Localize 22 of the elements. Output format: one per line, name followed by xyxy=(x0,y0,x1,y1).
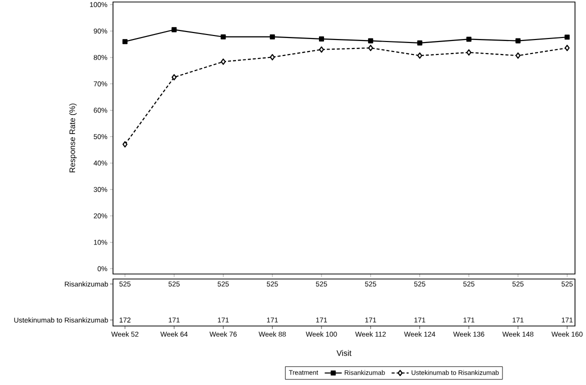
point xyxy=(466,49,472,56)
point xyxy=(466,36,472,42)
point xyxy=(417,52,422,59)
point xyxy=(515,38,521,44)
point xyxy=(122,39,128,44)
point xyxy=(122,141,128,148)
point xyxy=(318,36,324,42)
point xyxy=(564,34,570,40)
point xyxy=(220,58,226,65)
point xyxy=(564,44,570,52)
point xyxy=(368,38,374,44)
point xyxy=(368,44,374,52)
point xyxy=(172,74,177,80)
point xyxy=(270,54,275,60)
point xyxy=(220,34,226,40)
y-axis-title: Response Rate (%) xyxy=(69,104,77,172)
point xyxy=(516,52,521,59)
point xyxy=(172,27,177,32)
point xyxy=(417,40,422,46)
point xyxy=(270,34,275,40)
point xyxy=(319,46,324,53)
x-axis-title: Visit xyxy=(336,350,352,356)
